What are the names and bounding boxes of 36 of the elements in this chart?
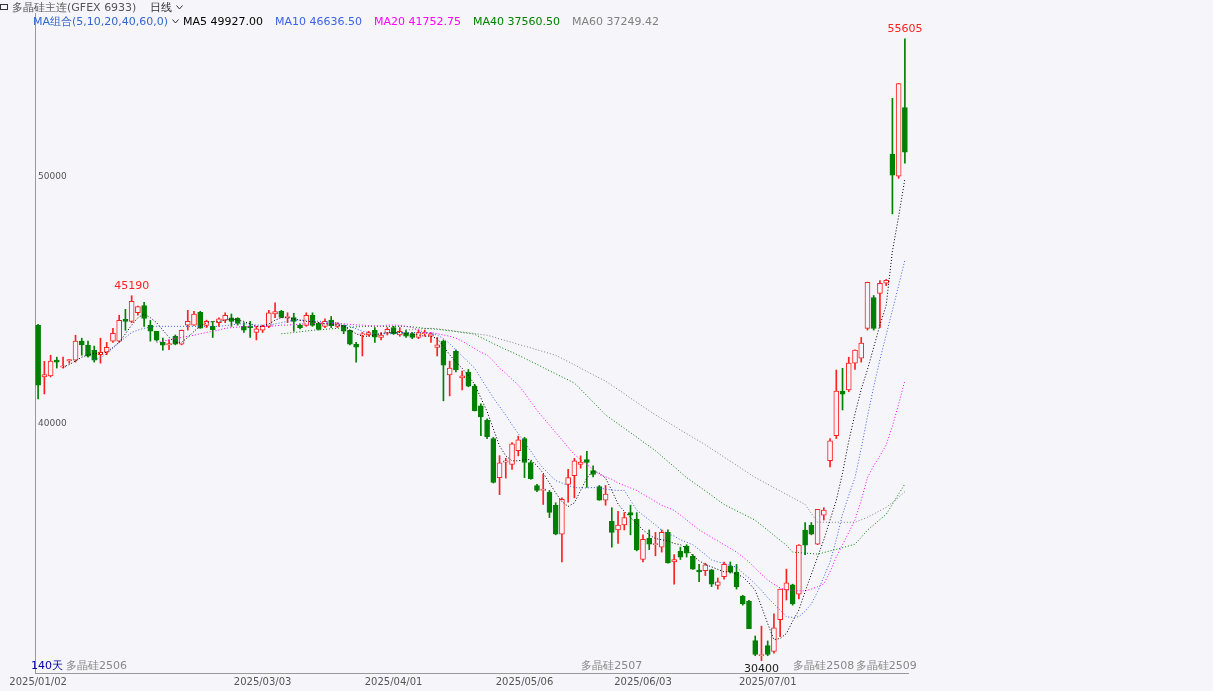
x-tick-label: 2025/03/03 [233, 675, 292, 687]
chart-title: 多晶硅主连(GFEX 6933) [12, 1, 137, 14]
annotation: 多晶硅2506 [66, 658, 127, 672]
annotation: 45190 [114, 278, 150, 292]
candlestick [540, 474, 547, 505]
annotation: 30400 [743, 661, 779, 675]
annotation: 多晶硅2508 [793, 658, 855, 672]
text: MA60 37249.42 [572, 15, 660, 28]
y-tick-label: 40000 [38, 418, 67, 429]
candlestick [584, 451, 590, 488]
annotation: 55605 [887, 21, 923, 35]
x-tick-label: 2025/07/01 [738, 675, 797, 687]
x-tick-label: 2025/05/06 [495, 675, 554, 687]
candlestick [671, 554, 677, 585]
text: MA10 46636.50 [275, 15, 363, 28]
annotation: 多晶硅2509 [855, 658, 917, 672]
x-tick-label: 2025/06/03 [614, 675, 672, 687]
annotation: 140天 [31, 658, 63, 672]
candlestick [446, 360, 453, 397]
text: MA20 41752.75 [374, 15, 462, 28]
candlestick [615, 511, 621, 544]
line-series [405, 327, 906, 523]
text: MA5 49927.00 [183, 15, 264, 28]
text: MA40 37560.50 [473, 15, 561, 28]
candlestick [434, 337, 441, 357]
candlestick [565, 469, 571, 503]
candlestick [877, 280, 883, 328]
candlestick [272, 302, 278, 319]
x-tick-label: 2025/01/02 [9, 675, 67, 687]
chart-subtitle: 日线 [150, 1, 173, 14]
line-series [93, 259, 906, 618]
annotation: 多晶硅2507 [581, 658, 643, 672]
candlestick [502, 458, 509, 479]
x-tick-label: 2025/04/01 [364, 675, 423, 687]
legend-title: MA组合(5,10,20,40,60,0) [33, 15, 169, 28]
y-tick-label: 50000 [38, 171, 67, 182]
